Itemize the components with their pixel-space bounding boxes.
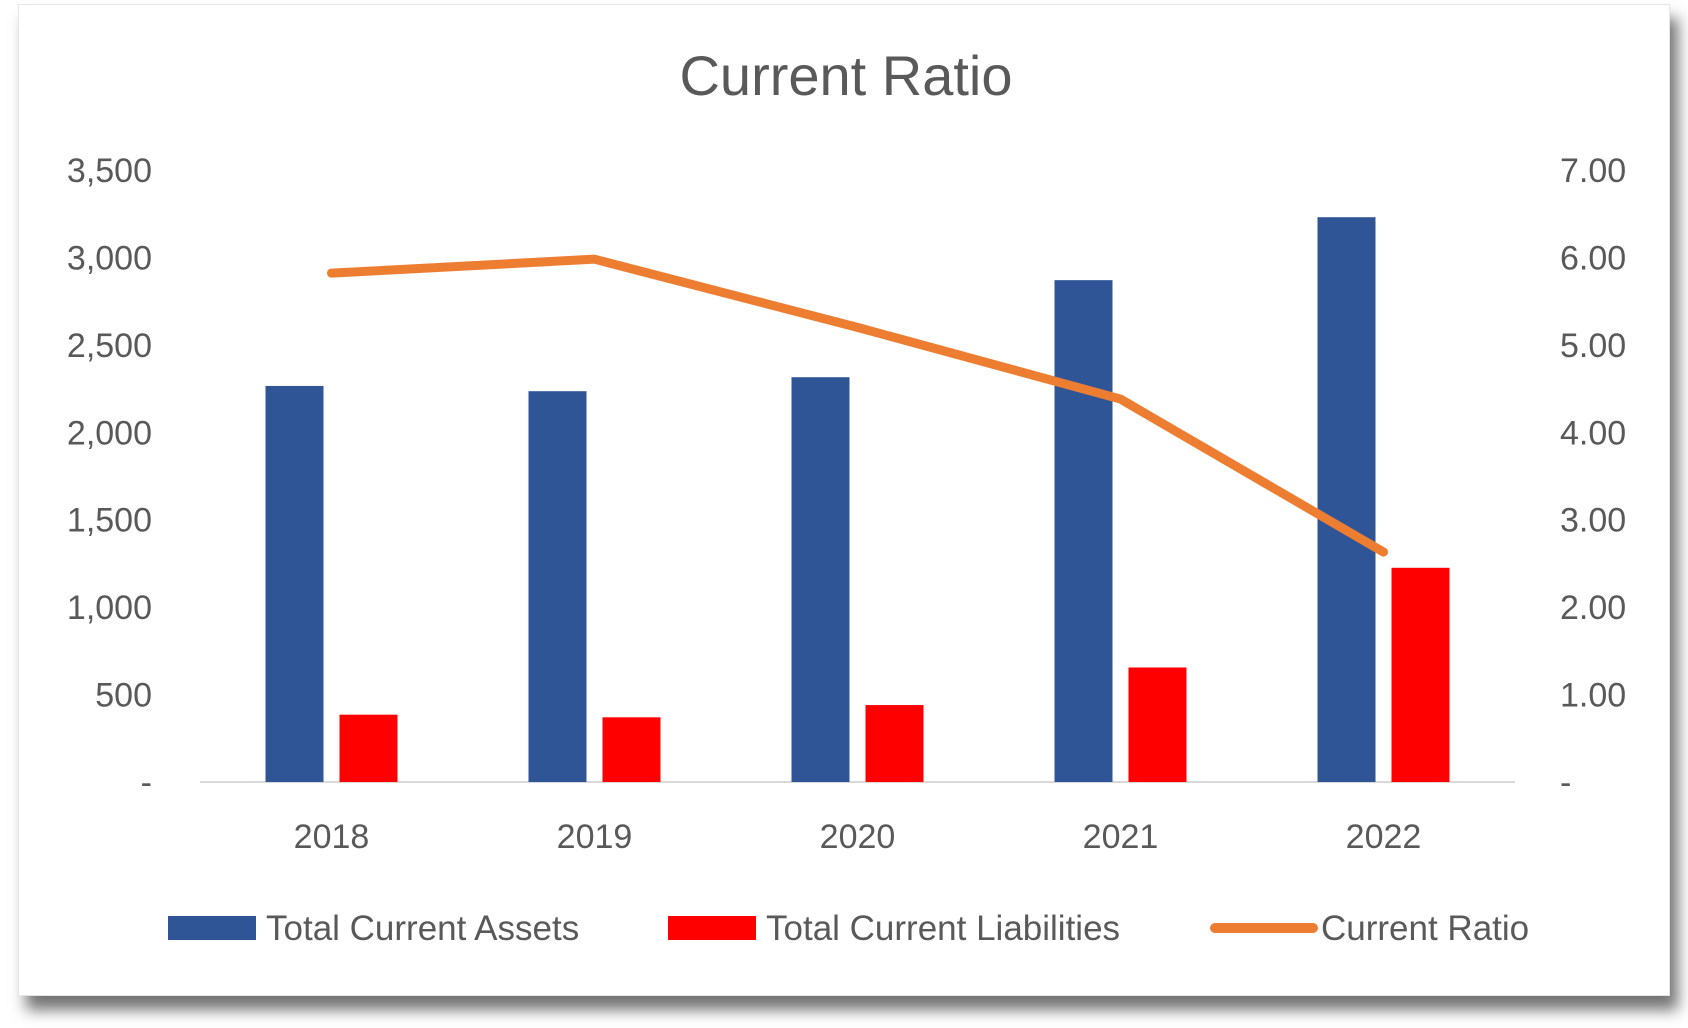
right-y-tick-label: 5.00 xyxy=(1560,327,1626,365)
legend-label: Total Current Assets xyxy=(266,909,579,948)
line-series xyxy=(327,254,1388,557)
bar xyxy=(1391,567,1450,782)
left-y-tick-label: 1,500 xyxy=(67,502,152,540)
left-y-tick-label: 2,000 xyxy=(67,414,152,452)
bar xyxy=(339,714,398,782)
bar xyxy=(791,377,850,782)
bar xyxy=(1054,280,1113,782)
bar xyxy=(265,385,324,782)
right-y-axis: - 1.00 2.00 3.00 4.00 5.00 6.00 7.00 xyxy=(1560,152,1626,802)
x-tick-label: 2020 xyxy=(820,818,896,856)
chart-title: Current Ratio xyxy=(679,44,1012,107)
x-axis-labels: 2018 2019 2020 2021 2022 xyxy=(294,818,1422,856)
legend-label: Current Ratio xyxy=(1321,909,1529,948)
right-y-tick-label: 3.00 xyxy=(1560,502,1626,540)
right-y-tick-label: 7.00 xyxy=(1560,152,1626,190)
legend-swatch xyxy=(668,916,756,940)
right-y-tick-label: 1.00 xyxy=(1560,677,1626,715)
right-y-tick-label: - xyxy=(1560,764,1571,802)
x-tick-label: 2022 xyxy=(1346,818,1422,856)
legend: Total Current Assets Total Current Liabil… xyxy=(168,909,1529,948)
bar xyxy=(1128,667,1187,782)
legend-label: Total Current Liabilities xyxy=(766,909,1120,948)
left-y-tick-label: 2,500 xyxy=(67,327,152,365)
left-y-tick-label: - xyxy=(141,764,152,802)
left-y-tick-label: 3,000 xyxy=(67,239,152,277)
x-tick-label: 2018 xyxy=(294,818,370,856)
left-y-tick-label: 3,500 xyxy=(67,152,152,190)
left-y-tick-label: 1,000 xyxy=(67,589,152,627)
legend-swatch xyxy=(168,916,256,940)
bar xyxy=(528,391,587,782)
x-tick-label: 2019 xyxy=(557,818,633,856)
bar xyxy=(602,717,661,782)
bar xyxy=(1317,217,1376,782)
x-tick-label: 2021 xyxy=(1083,818,1159,856)
bar-series xyxy=(265,217,1450,782)
left-y-tick-label: 500 xyxy=(95,677,152,715)
left-y-axis: - 500 1,000 1,500 2,000 2,500 3,000 3,500 xyxy=(67,152,152,802)
right-y-tick-label: 4.00 xyxy=(1560,414,1626,452)
bar xyxy=(865,705,924,782)
current-ratio-line xyxy=(327,254,1388,557)
right-y-tick-label: 6.00 xyxy=(1560,239,1626,277)
right-y-tick-label: 2.00 xyxy=(1560,589,1626,627)
